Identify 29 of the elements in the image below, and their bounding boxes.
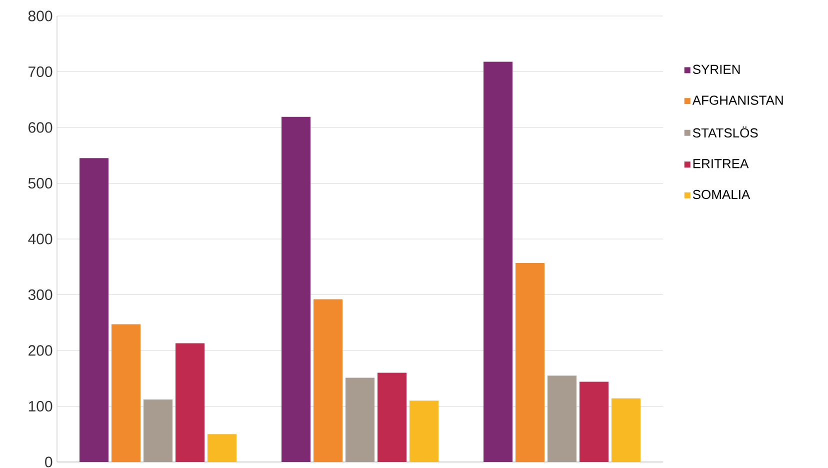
bar xyxy=(484,62,513,462)
bar xyxy=(516,262,545,462)
legend-label: SYRIEN xyxy=(692,64,740,74)
bar xyxy=(208,434,237,462)
legend-label: SOMALIA xyxy=(692,190,750,200)
bar xyxy=(548,376,577,462)
y-tick-label: 500 xyxy=(28,178,52,189)
bar xyxy=(144,400,173,462)
y-tick-label: 100 xyxy=(28,400,52,412)
bar xyxy=(176,343,205,462)
y-tick-label: 800 xyxy=(28,10,52,22)
y-tick-label: 300 xyxy=(28,289,52,300)
y-tick-label: 600 xyxy=(28,122,52,133)
legend-label: STATSLÖS xyxy=(692,126,758,138)
y-tick-label: 200 xyxy=(28,345,52,356)
bar xyxy=(410,400,439,462)
bar xyxy=(346,378,375,462)
y-tick-label: 700 xyxy=(28,66,52,78)
legend-label: AFGHANISTAN xyxy=(692,96,783,105)
bar xyxy=(112,324,141,462)
y-tick-label: 0 xyxy=(45,456,52,468)
bar xyxy=(612,398,641,462)
bar xyxy=(80,158,109,462)
bar xyxy=(282,116,311,462)
bar xyxy=(378,372,407,462)
bar xyxy=(580,382,609,462)
bar xyxy=(314,299,343,462)
y-tick-label: 400 xyxy=(28,234,52,244)
legend-label: ERITREA xyxy=(693,159,749,168)
